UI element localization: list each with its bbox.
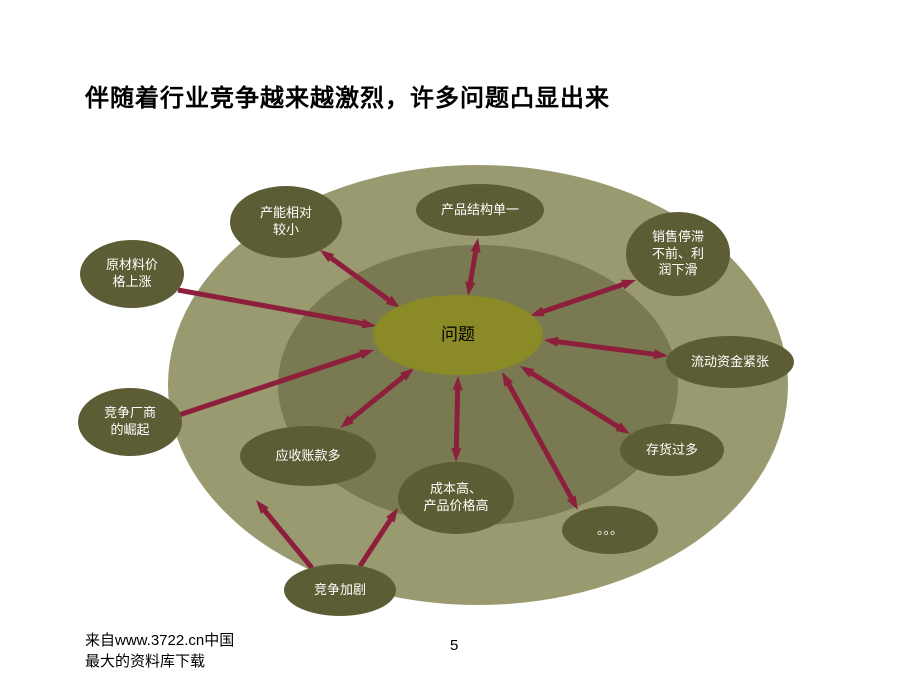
node-n8: 应收账款多 — [240, 426, 376, 486]
node-n4: 流动资金紧张 — [666, 336, 794, 388]
center-node: 问题 — [373, 295, 543, 375]
center-label: 问题 — [441, 324, 475, 346]
footer-line1: 来自www.3722.cn中国 — [85, 632, 234, 649]
slide-title: 伴随着行业竞争越来越激烈，许多问题凸显出来 — [85, 78, 610, 113]
footer-text: 来自www.3722.cn中国 最大的资料库下载 — [85, 630, 234, 672]
node-n7: 成本高、产品价格高 — [398, 462, 514, 534]
node-n9: 原材料价格上涨 — [80, 240, 184, 308]
page-number: 5 — [450, 637, 458, 654]
footer-line2: 最大的资料库下载 — [85, 653, 205, 670]
node-n11: 竞争加剧 — [284, 564, 396, 616]
node-n2: 产品结构单一 — [416, 184, 544, 236]
node-n3: 销售停滞不前、利润下滑 — [626, 212, 730, 296]
node-n10: 竞争厂商的崛起 — [78, 388, 182, 456]
node-n6: 。。。 — [562, 506, 658, 554]
node-n1: 产能相对较小 — [230, 186, 342, 258]
slide-stage: 伴随着行业竞争越来越激烈，许多问题凸显出来 产能相对较小 产品结构单一销售停滞不前… — [0, 0, 920, 690]
node-n5: 存货过多 — [620, 424, 724, 476]
